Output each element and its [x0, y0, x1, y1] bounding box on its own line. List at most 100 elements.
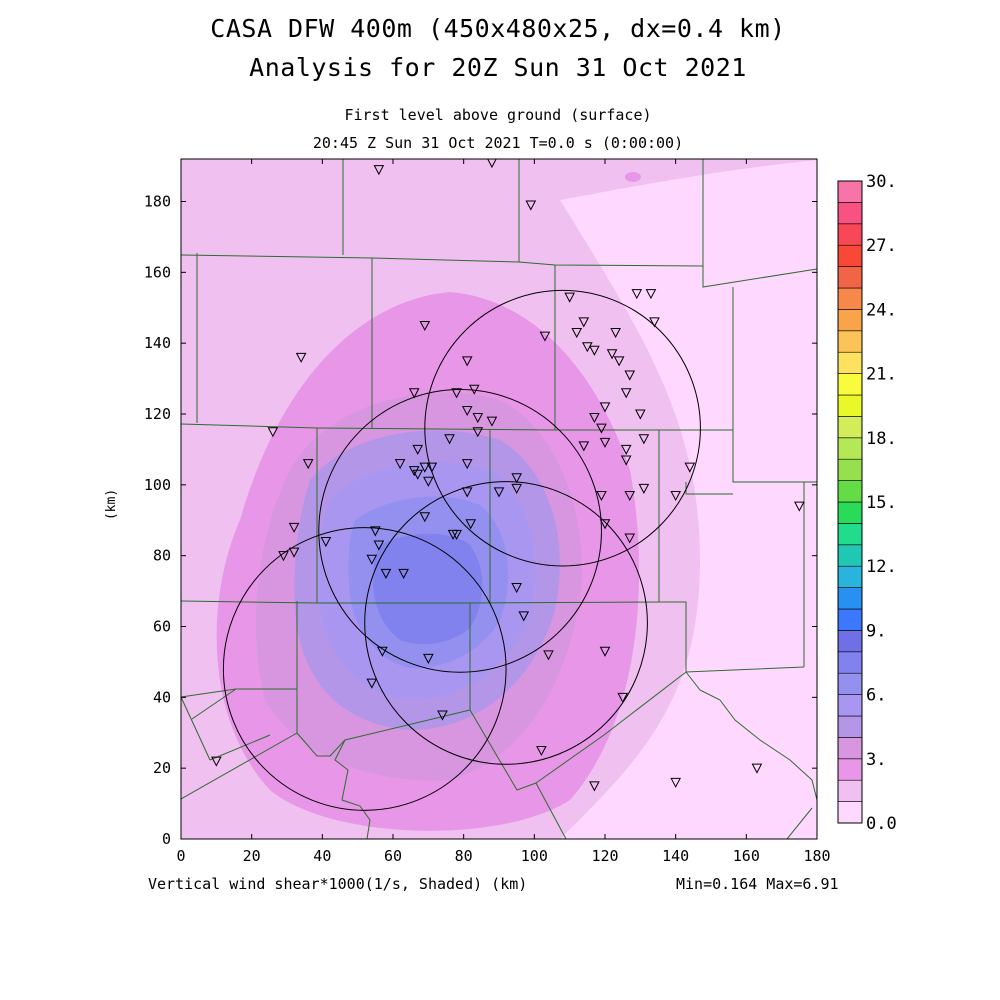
y-tick-label: 180	[144, 193, 171, 211]
colorbar-swatch	[837, 565, 863, 588]
colorbar-swatch	[837, 672, 863, 695]
station-marker	[461, 487, 473, 498]
colorbar-swatch	[837, 715, 863, 738]
colorbar: 0.0 3. 6. 9. 12. 15. 18. 21. 24. 27. 30.	[837, 172, 897, 834]
colorbar-label: 21.	[866, 365, 897, 385]
colorbar-label: 18.	[866, 429, 897, 449]
station-marker	[320, 537, 332, 548]
colorbar-swatch	[837, 266, 863, 289]
colorbar-swatch	[837, 801, 863, 824]
station-marker	[423, 476, 434, 487]
station-marker	[267, 427, 279, 438]
station-marker	[620, 455, 632, 466]
station-marker	[373, 165, 385, 176]
station-marker	[518, 611, 530, 622]
station-marker	[617, 692, 628, 703]
station-marker	[468, 384, 480, 395]
x-tick-label: 100	[521, 847, 548, 865]
station-marker	[302, 459, 314, 470]
y-tick-label: 100	[144, 476, 171, 494]
y-tick-label: 80	[153, 547, 171, 565]
station-marker	[589, 413, 600, 424]
station-marker	[426, 462, 438, 473]
station-marker	[366, 678, 378, 689]
station-markers	[211, 159, 805, 792]
station-marker	[511, 483, 522, 494]
station-marker	[419, 320, 431, 332]
colorbar-swatch	[837, 180, 863, 203]
colorbar-label: 12.	[866, 557, 897, 577]
station-marker	[536, 745, 547, 757]
colorbar-swatch	[837, 244, 863, 267]
colorbar-swatch	[837, 587, 863, 610]
colorbar-label: 27.	[866, 236, 897, 256]
station-marker	[794, 501, 805, 512]
colorbar-swatch	[837, 437, 863, 460]
station-marker	[638, 483, 650, 494]
x-tick-label: 80	[455, 847, 473, 865]
x-tick-label: 0	[176, 847, 185, 865]
station-marker	[380, 568, 392, 579]
colorbar-swatch	[837, 737, 863, 760]
station-marker	[610, 328, 621, 339]
station-marker	[423, 653, 434, 664]
variable-label: Vertical wind shear*1000(1/s, Shaded) (k…	[148, 875, 528, 893]
station-marker	[511, 473, 522, 484]
colorbar-label: 24.	[866, 300, 897, 320]
station-marker	[288, 522, 300, 533]
x-tick-label: 40	[313, 847, 331, 865]
station-marker	[684, 462, 696, 473]
x-tick-label: 180	[803, 847, 830, 865]
colorbar-swatch	[837, 480, 863, 503]
colorbar-label: 6.	[866, 686, 886, 706]
colorbar-swatch	[837, 309, 863, 332]
colorbar-swatch	[837, 330, 863, 353]
station-marker	[599, 646, 611, 657]
station-marker	[511, 583, 522, 594]
x-tick-label: 60	[384, 847, 402, 865]
station-marker	[377, 646, 388, 657]
station-marker	[624, 490, 636, 502]
subtitle-level: First level above ground (surface)	[344, 106, 652, 124]
colorbar-swatch	[837, 544, 863, 567]
station-marker	[539, 331, 551, 342]
subtitle-time: 20:45 Z Sun 31 Oct 2021 T=0.0 s (0:00:00…	[312, 134, 684, 152]
station-marker	[645, 289, 657, 300]
x-tick-label: 140	[662, 847, 689, 865]
station-marker	[461, 405, 473, 417]
station-marker	[295, 352, 307, 363]
y-tick-label: 40	[153, 688, 171, 706]
colorbar-swatch	[837, 608, 863, 631]
station-marker	[638, 434, 650, 445]
colorbar-swatch	[837, 523, 863, 546]
station-marker	[486, 416, 498, 427]
station-marker	[599, 437, 611, 448]
colorbar-swatch	[837, 758, 863, 781]
station-marker	[624, 533, 636, 544]
station-marker	[578, 441, 590, 452]
y-tick-label: 160	[144, 263, 171, 281]
station-marker	[578, 317, 590, 328]
x-tick-label: 160	[733, 847, 760, 865]
station-marker	[447, 529, 459, 540]
plot-frame	[180, 158, 818, 840]
station-marker	[472, 427, 484, 438]
station-marker	[211, 756, 222, 767]
y-tick-label: 140	[144, 334, 171, 352]
station-marker	[370, 526, 381, 537]
radar-ring-4	[364, 481, 648, 765]
station-marker	[649, 317, 660, 328]
station-marker	[596, 423, 607, 434]
min-max-readout: Min=0.164 Max=6.91	[676, 875, 839, 893]
station-marker	[624, 370, 636, 381]
colorbar-swatch	[837, 287, 863, 310]
shading-field	[181, 159, 817, 839]
station-marker	[599, 519, 611, 530]
colorbar-swatch	[837, 351, 863, 374]
colorbar-swatch	[837, 779, 863, 802]
station-marker	[670, 490, 681, 502]
station-marker	[412, 469, 424, 480]
station-marker	[444, 434, 455, 445]
station-marker	[670, 777, 681, 788]
